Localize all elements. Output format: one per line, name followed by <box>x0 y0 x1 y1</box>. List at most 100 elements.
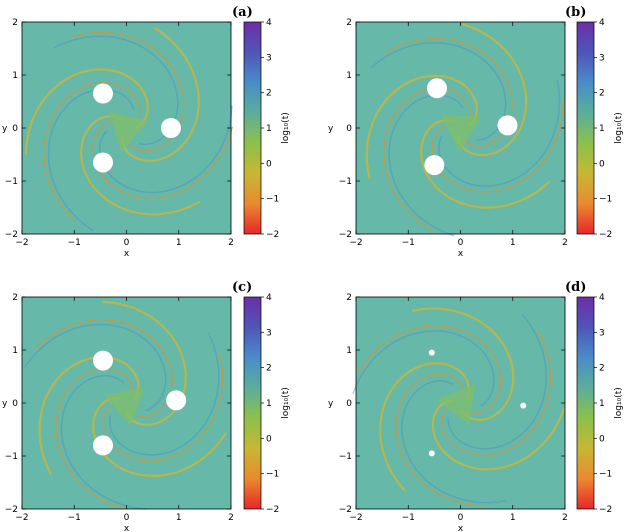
swirl-filament <box>447 314 548 450</box>
colorbar-label: log₁₀(t) <box>614 387 624 419</box>
white-region <box>497 115 518 136</box>
y-tick-label: 1 <box>12 346 18 356</box>
white-region <box>428 349 435 356</box>
y-tick-label: −2 <box>5 505 18 515</box>
colorbar <box>243 21 262 235</box>
x-tick-label: −1 <box>68 238 81 248</box>
colorbar-tick-label: −1 <box>599 470 612 480</box>
colorbar-tick-label: 0 <box>266 434 272 444</box>
x-tick-label: 0 <box>458 238 464 248</box>
swirl-filament <box>379 362 470 492</box>
white-region <box>424 155 445 176</box>
colorbar-tick-label: 2 <box>599 364 605 374</box>
colorbar-tick-label: −2 <box>266 230 279 240</box>
white-region <box>160 118 181 138</box>
colorbar-tick-label: 0 <box>599 434 605 444</box>
x-tick-label: −2 <box>349 513 362 523</box>
swirl-filament <box>121 26 200 162</box>
white-region <box>426 78 447 99</box>
colorbar <box>576 21 595 235</box>
central-region <box>440 115 482 152</box>
central-region <box>103 387 145 427</box>
swirl-filament <box>102 350 224 462</box>
colorbar-tick-label: 3 <box>266 328 272 338</box>
white-region <box>92 435 113 456</box>
swirl-filament <box>35 319 173 418</box>
central-region <box>436 384 476 426</box>
y-tick-label: 0 <box>12 124 18 134</box>
swirl-filament <box>431 100 564 193</box>
panel-c: −2 −1 0 1 2 −2 −1 0 1 2 x y (c) −2 −1 0 1 2 3 4 log₁₀(t) <box>2 280 291 532</box>
y-tick-label: −2 <box>339 230 352 240</box>
colorbar-tick-label: 1 <box>266 399 272 409</box>
x-tick-label: −1 <box>402 513 415 523</box>
swirl-filament <box>72 31 185 152</box>
x-tick-label: 1 <box>510 513 516 523</box>
y-tick-label: −1 <box>5 452 18 462</box>
colorbar-tick-label: 2 <box>599 89 605 99</box>
swirl-filament <box>441 329 552 456</box>
panel-a: −2 −1 0 1 2 −2 −1 0 1 2 x y (a) −2 −1 0 1 2 3 4 log₁₀(t) <box>2 5 291 259</box>
colorbar-tick-label: −1 <box>266 470 279 480</box>
x-tick-label: 2 <box>562 513 568 523</box>
y-tick-label: 0 <box>346 124 352 134</box>
swirl-filament <box>80 115 201 216</box>
colorbar-tick-label: 3 <box>266 53 272 63</box>
y-tick-label: 2 <box>346 293 352 303</box>
white-region <box>166 390 187 411</box>
swirl-filament <box>365 74 479 179</box>
colorbar-tick-label: −2 <box>266 505 279 515</box>
x-tick-label: 1 <box>176 513 182 523</box>
colorbar-tick-label: −2 <box>599 505 612 515</box>
y-tick-label: 0 <box>12 399 18 409</box>
panel-d: −2 −1 0 1 2 −2 −1 0 1 2 x y (d) −2 −1 0 1 2 3 4 log₁₀(t) <box>328 280 624 532</box>
swirl-filament <box>370 42 507 141</box>
white-region <box>92 350 113 371</box>
colorbar-tick-label: 3 <box>599 328 605 338</box>
white-region <box>92 83 113 104</box>
y-axis-label: y <box>2 399 8 409</box>
swirl-filament <box>47 88 135 232</box>
colorbar-tick-label: 2 <box>266 89 272 99</box>
swirl-filament <box>438 79 561 187</box>
x-tick-label: 2 <box>562 238 568 248</box>
y-tick-label: 2 <box>346 18 352 28</box>
x-tick-label: 0 <box>124 513 130 523</box>
y-tick-label: −1 <box>5 177 18 187</box>
colorbar-tick-label: 4 <box>599 293 605 303</box>
colorbar-tick-label: 4 <box>599 18 605 28</box>
colorbar-label: log₁₀(t) <box>614 112 624 144</box>
y-axis-label: y <box>2 124 8 134</box>
x-axis-label: x <box>124 524 130 532</box>
swirl-filament <box>411 307 515 422</box>
swirl-filament <box>358 325 502 414</box>
swirl-filament <box>43 82 141 221</box>
x-tick-label: 0 <box>124 238 130 248</box>
swirl-filament <box>395 373 486 507</box>
colorbar-label: log₁₀(t) <box>281 112 291 144</box>
colorbar-tick-label: 1 <box>266 124 272 134</box>
colorbar-tick-label: 4 <box>266 293 272 303</box>
y-axis-label: y <box>328 399 334 409</box>
x-axis-label: x <box>458 524 464 532</box>
swirl-filament <box>420 119 551 209</box>
swirl-filament <box>431 399 566 471</box>
colorbar-tick-label: −2 <box>599 230 612 240</box>
x-axis-label: x <box>124 249 130 259</box>
swirl-filament <box>385 37 513 147</box>
colorbar <box>243 296 262 510</box>
colorbar-tick-label: 0 <box>599 159 605 169</box>
x-axis-label: x <box>458 249 464 259</box>
y-tick-label: 1 <box>346 71 352 81</box>
white-region <box>520 402 527 409</box>
colorbar-label: log₁₀(t) <box>281 387 291 419</box>
colorbar-tick-label: 1 <box>599 124 605 134</box>
panel-b: −2 −1 0 1 2 −2 −1 0 1 2 x y (b) −2 −1 0 1 2 3 4 log₁₀(t) <box>328 5 624 259</box>
y-tick-label: 1 <box>346 346 352 356</box>
panel-label: (c) <box>232 280 252 295</box>
colorbar-tick-label: 2 <box>266 364 272 374</box>
y-tick-label: −1 <box>339 177 352 187</box>
swirl-filament <box>352 330 495 407</box>
swirl-filament <box>388 94 464 237</box>
